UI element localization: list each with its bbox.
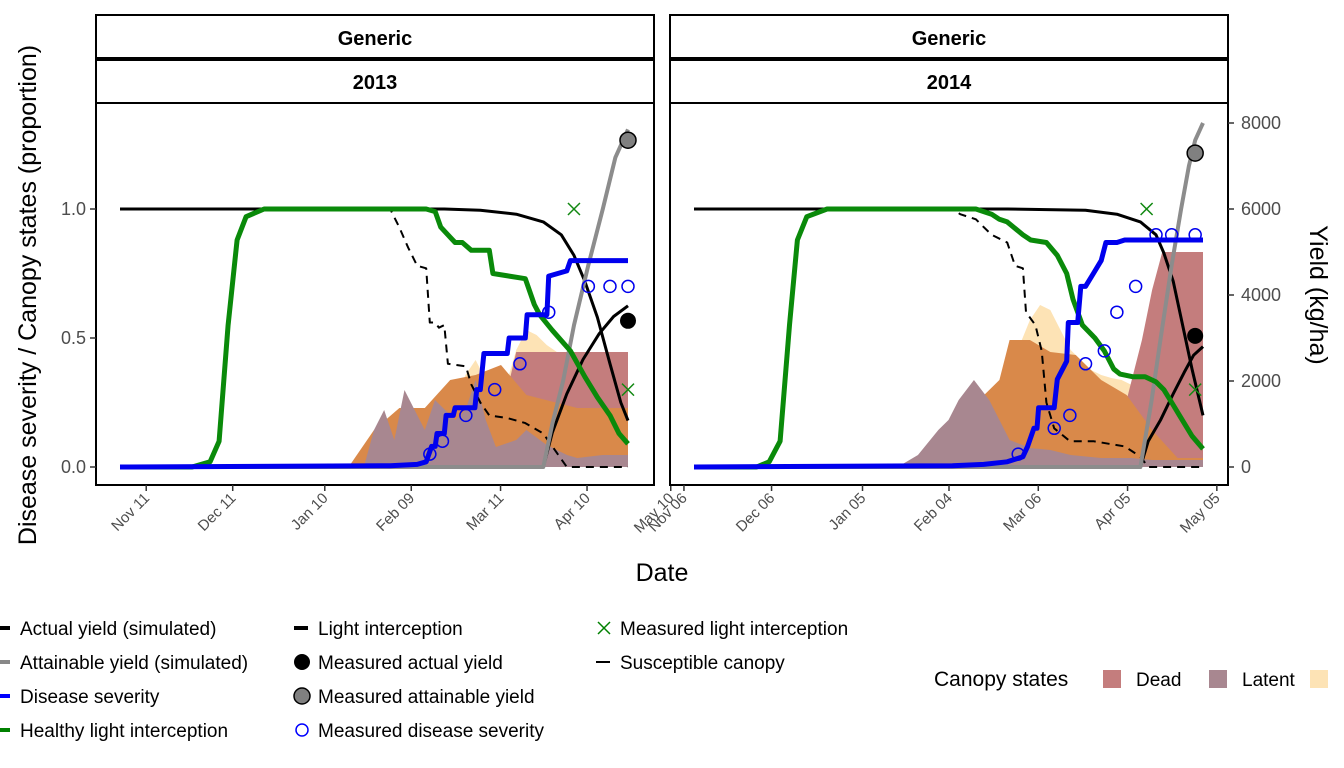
x-tick-label: Dec 06 — [733, 490, 779, 536]
legend-canopy-swatch — [1103, 670, 1121, 688]
legend-key-filled-circle — [294, 654, 310, 670]
strip-label-year-1: 2013 — [353, 72, 398, 94]
panel-border — [95, 102, 655, 486]
legend-canopy-label: Dead — [1136, 670, 1181, 691]
point-measured-disease-severity — [1047, 421, 1061, 436]
legend-label: Measured light interception — [620, 619, 848, 640]
point-measured-disease-severity — [1188, 228, 1202, 242]
point-measured-disease-severity — [621, 279, 635, 294]
area-canopy-dead — [1085, 252, 1203, 467]
legend-label: Light interception — [318, 619, 463, 640]
y-axis-right: 0 2000 4000 6000 8000 — [1228, 113, 1281, 477]
legend-label: Measured actual yield — [318, 653, 503, 674]
point-measured-attainable-yield — [1186, 144, 1204, 162]
y-tick-label-right: 4000 — [1241, 285, 1281, 305]
point-measured-light-interception — [621, 383, 635, 397]
plot-panel-2013: Nov 11 Dec 11 Jan 10 Feb 09 Mar 11 Apr 10 May … — [95, 102, 678, 537]
legend-canopy-label: Latent — [1242, 670, 1296, 691]
x-tick-label: Feb 09 — [373, 490, 418, 535]
line-disease-severity — [119, 258, 628, 470]
x-axis-title: Date — [636, 559, 689, 587]
point-measured-light-interception — [1140, 202, 1154, 216]
y-axis-title-right: Yield (kg/ha) — [1304, 225, 1332, 364]
strip-label-top-1: Generic — [338, 28, 412, 50]
area-canopy-latent — [897, 380, 1203, 467]
y-tick-label-right: 0 — [1241, 457, 1251, 477]
point-measured-disease-severity — [1164, 228, 1179, 242]
legend-label: Susceptible canopy — [620, 653, 785, 674]
point-measured-disease-severity — [1128, 279, 1143, 294]
point-measured-disease-severity — [603, 279, 617, 294]
legend-canopy-title: Canopy states — [934, 668, 1068, 691]
y-axis-title-left: Disease severity / Canopy states (propor… — [14, 45, 42, 545]
legend-canopy-swatch — [1209, 670, 1227, 688]
x-tick-label: Nov 11 — [108, 490, 153, 535]
legend-label: Measured attainable yield — [318, 687, 535, 708]
strip-panel-2: Generic 2014 — [669, 14, 1229, 104]
point-measured-disease-severity — [581, 279, 596, 294]
point-measured-disease-severity — [513, 357, 527, 371]
x-tick-label: Apr 05 — [1091, 490, 1134, 533]
strip-label-year-2: 2014 — [927, 72, 972, 94]
point-measured-disease-severity — [459, 408, 473, 423]
y-tick-label-left: 0.5 — [61, 328, 86, 348]
line-susceptible-canopy — [694, 208, 1203, 468]
point-measured-disease-severity — [1149, 228, 1163, 242]
legend-canopy-states: Canopy states Dead Latent — [934, 668, 1328, 691]
strip-panel-1: Generic 2013 — [95, 14, 655, 104]
x-tick-label: Jan 10 — [288, 490, 332, 534]
legend-label: Disease severity — [20, 687, 160, 708]
legend-key-cross — [597, 621, 611, 635]
point-measured-disease-severity — [1097, 344, 1112, 358]
point-measured-disease-severity — [487, 382, 502, 397]
x-tick-label: Jan 05 — [825, 490, 869, 534]
y-tick-label-right: 6000 — [1241, 199, 1281, 219]
point-measured-actual-yield — [1187, 327, 1204, 344]
y-tick-label-right: 2000 — [1241, 371, 1281, 391]
line-attainable-yield — [120, 128, 630, 469]
y-tick-label-left: 0.0 — [61, 457, 86, 477]
legend-key-open-circle — [295, 723, 309, 737]
line-healthy-light-interception — [694, 206, 1205, 470]
legend: Actual yield (simulated) Attainable yield… — [0, 619, 848, 742]
x-tick-label: Mar 11 — [463, 490, 507, 534]
point-measured-disease-severity — [541, 305, 556, 319]
line-healthy-light-interception — [120, 206, 630, 470]
x-tick-label: May 05 — [1177, 490, 1224, 537]
legend-label: Healthy light interception — [20, 721, 228, 742]
legend-canopy-swatch — [1310, 670, 1328, 688]
plot-panel-2014: Nov 06 Dec 06 Jan 05 Feb 04 Mar 06 Apr 05 May … — [645, 102, 1229, 537]
point-measured-actual-yield — [620, 312, 636, 329]
point-measured-disease-severity — [435, 434, 450, 448]
legend-label: Actual yield (simulated) — [20, 619, 216, 640]
point-measured-disease-severity — [1078, 357, 1093, 371]
x-tick-label: Dec 11 — [195, 490, 240, 535]
legend-label: Attainable yield (simulated) — [20, 653, 248, 674]
y-tick-label-right: 8000 — [1241, 113, 1281, 133]
y-axis-left: 0.0 0.5 1.0 — [61, 199, 96, 477]
x-tick-label: Apr 10 — [551, 490, 594, 533]
point-measured-light-interception — [1188, 383, 1202, 397]
line-light-interception — [120, 207, 630, 422]
x-tick-label: Feb 04 — [911, 490, 956, 535]
point-measured-disease-severity — [423, 447, 437, 461]
x-tick-label: Mar 06 — [1000, 490, 1045, 535]
point-measured-attainable-yield — [619, 131, 637, 149]
point-measured-disease-severity — [1011, 447, 1025, 461]
line-susceptible-canopy — [120, 208, 628, 468]
point-measured-disease-severity — [1063, 408, 1077, 423]
point-measured-disease-severity — [1110, 305, 1124, 319]
legend-key-grey-circle — [293, 687, 311, 705]
y-tick-label-left: 1.0 — [61, 199, 86, 219]
point-measured-light-interception — [567, 202, 581, 216]
legend-label: Measured disease severity — [318, 721, 544, 742]
strip-label-top-2: Generic — [912, 28, 986, 50]
line-light-interception — [694, 207, 1205, 416]
